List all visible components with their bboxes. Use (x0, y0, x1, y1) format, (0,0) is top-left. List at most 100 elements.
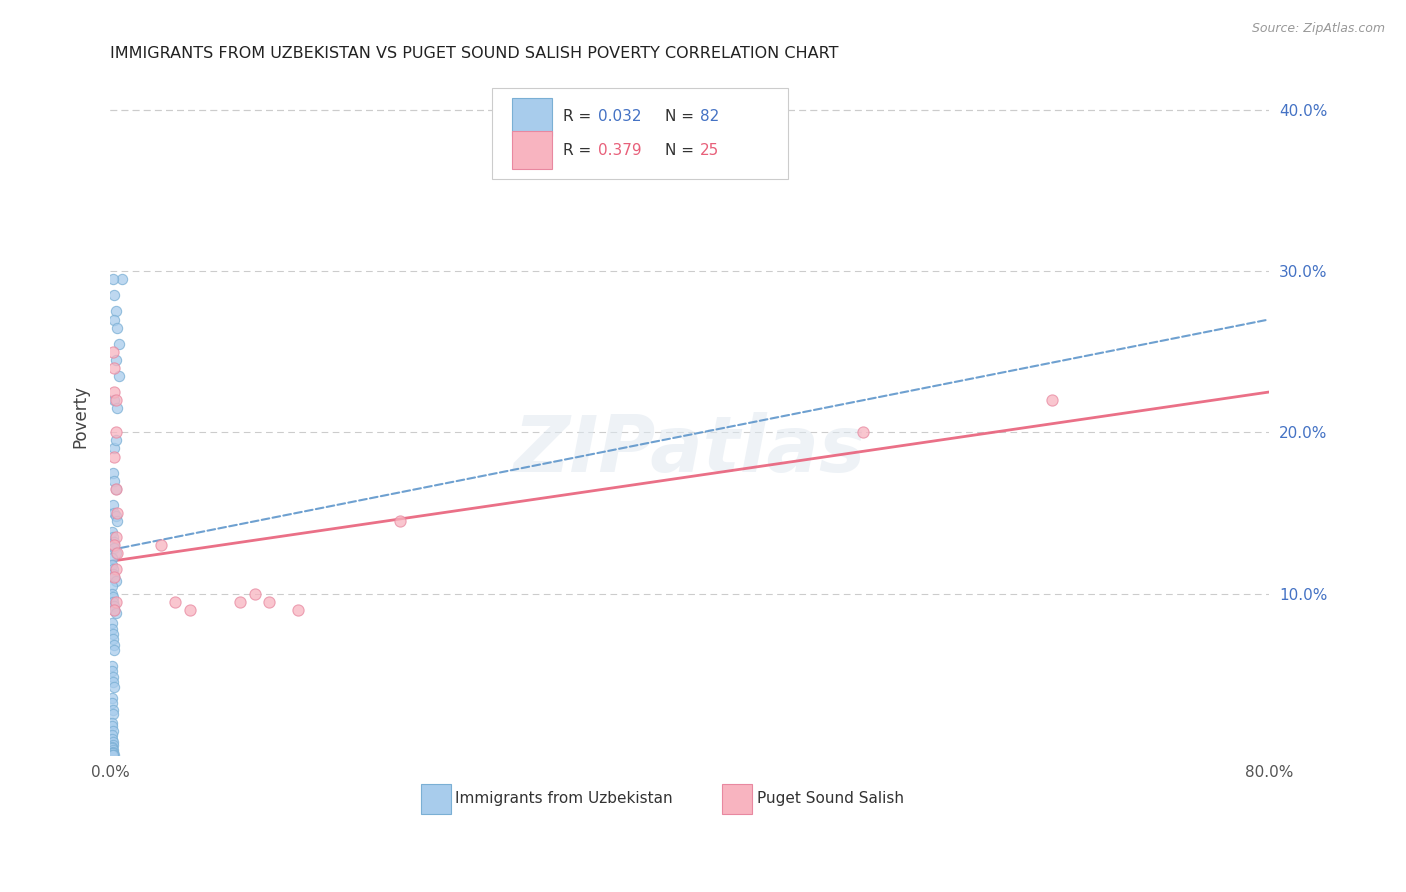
Point (105, 320, 128, 334)
Point (103, 442, 125, 456)
Point (111, 272, 134, 286)
Point (100, 578, 122, 592)
Point (100, 729, 122, 743)
Point (104, 509, 127, 524)
FancyBboxPatch shape (721, 784, 752, 814)
Point (1040, 393, 1063, 408)
Point (104, 606, 127, 620)
Point (100, 664, 122, 678)
Point (107, 368, 129, 383)
Point (179, 603, 201, 617)
Point (101, 466, 124, 480)
Point (103, 541, 125, 556)
Point (104, 304, 127, 318)
Text: 25: 25 (700, 143, 718, 158)
Point (100, 741, 122, 756)
Point (100, 622, 122, 636)
Point (101, 746, 124, 760)
Point (104, 425, 127, 440)
Point (165, 594, 187, 608)
Point (243, 586, 266, 600)
Point (100, 691, 122, 706)
Point (100, 719, 122, 733)
Point (100, 715, 122, 730)
Y-axis label: Poverty: Poverty (72, 384, 89, 448)
Point (388, 514, 411, 528)
Point (103, 312, 125, 326)
Point (103, 474, 125, 488)
Text: Puget Sound Salish: Puget Sound Salish (756, 791, 904, 806)
Point (100, 586, 122, 600)
Point (104, 530, 127, 544)
Text: N =: N = (665, 110, 699, 125)
Point (101, 567, 124, 582)
Point (101, 530, 124, 544)
Text: 0.379: 0.379 (598, 143, 641, 158)
Point (101, 738, 124, 752)
Point (101, 735, 124, 749)
Text: Source: ZipAtlas.com: Source: ZipAtlas.com (1251, 22, 1385, 36)
Point (100, 659, 122, 673)
Point (103, 385, 125, 400)
Point (104, 482, 127, 496)
Point (105, 401, 128, 416)
Text: 0.032: 0.032 (598, 110, 641, 125)
Point (103, 535, 125, 549)
Point (103, 393, 125, 408)
Text: Immigrants from Uzbekistan: Immigrants from Uzbekistan (456, 791, 673, 806)
Point (100, 746, 122, 760)
Point (229, 594, 252, 608)
Point (104, 594, 127, 608)
Point (101, 747, 124, 762)
FancyBboxPatch shape (512, 131, 551, 169)
Point (101, 344, 124, 359)
Point (100, 746, 122, 760)
Point (101, 675, 124, 690)
Text: N =: N = (665, 143, 699, 158)
Point (103, 570, 125, 584)
Point (103, 603, 125, 617)
Point (100, 558, 122, 572)
Point (103, 680, 125, 694)
FancyBboxPatch shape (512, 98, 551, 136)
Point (103, 643, 125, 657)
Point (107, 336, 129, 351)
Point (101, 747, 124, 762)
Point (101, 590, 124, 604)
Point (103, 506, 125, 520)
Point (105, 514, 128, 528)
FancyBboxPatch shape (492, 87, 787, 179)
FancyBboxPatch shape (420, 784, 451, 814)
Point (852, 425, 875, 440)
Point (103, 599, 125, 614)
Point (105, 546, 128, 560)
Point (103, 747, 125, 762)
Point (103, 570, 125, 584)
Text: 82: 82 (700, 110, 718, 125)
Point (103, 603, 125, 617)
Point (100, 739, 122, 754)
Point (104, 393, 127, 408)
Point (100, 731, 122, 746)
Point (104, 574, 127, 588)
Point (103, 360, 125, 375)
Point (104, 546, 127, 560)
Point (101, 272, 124, 286)
Point (259, 594, 281, 608)
Point (101, 632, 124, 646)
Point (101, 670, 124, 684)
Text: R =: R = (564, 143, 596, 158)
Point (101, 562, 124, 576)
Point (104, 434, 127, 448)
Point (100, 551, 122, 566)
Point (149, 538, 172, 552)
Point (101, 498, 124, 512)
Point (101, 723, 124, 738)
Point (100, 696, 122, 710)
Point (104, 352, 127, 367)
Point (101, 743, 124, 757)
Text: R =: R = (564, 110, 596, 125)
Point (104, 562, 127, 576)
Text: IMMIGRANTS FROM UZBEKISTAN VS PUGET SOUND SALISH POVERTY CORRELATION CHART: IMMIGRANTS FROM UZBEKISTAN VS PUGET SOUN… (110, 46, 838, 62)
Point (101, 627, 124, 641)
